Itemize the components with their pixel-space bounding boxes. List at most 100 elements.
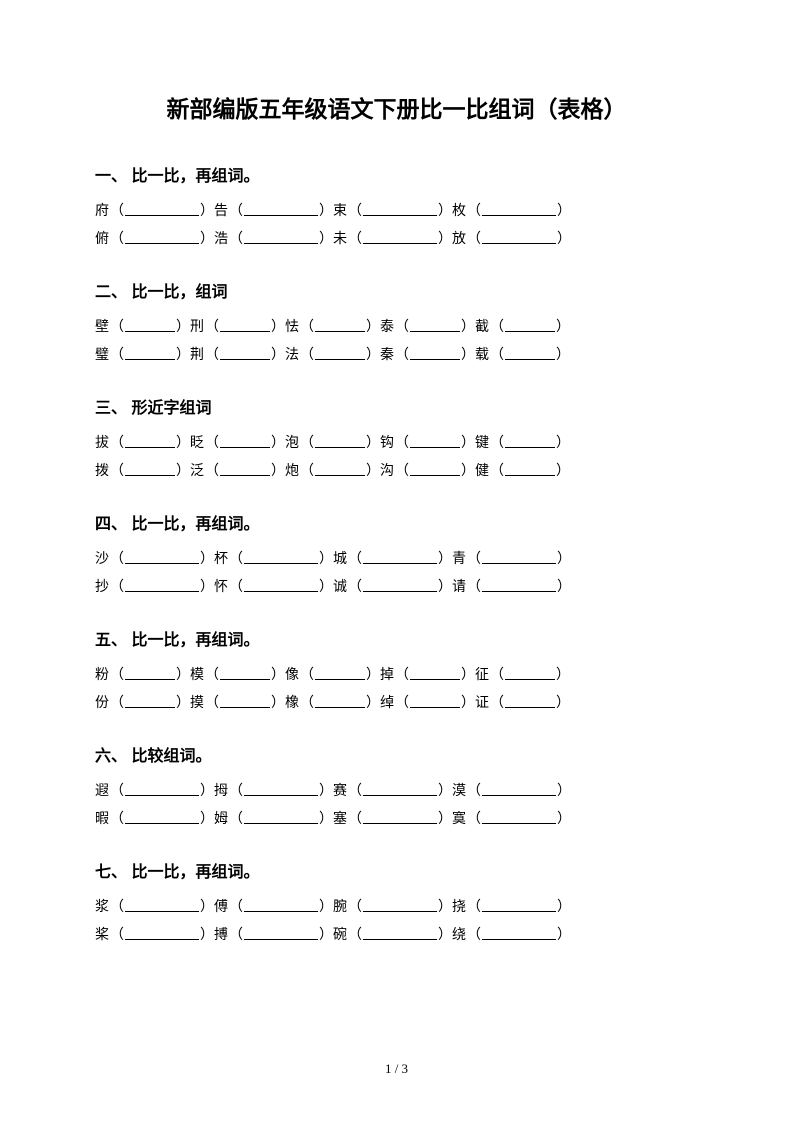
blank-field[interactable] xyxy=(220,462,270,476)
paren-close: ） xyxy=(200,580,214,595)
blank-field[interactable] xyxy=(315,318,365,332)
blank-field[interactable] xyxy=(363,898,437,912)
paren-open: （ xyxy=(395,464,409,479)
paren-close: ） xyxy=(319,784,333,799)
blank-field[interactable] xyxy=(125,694,175,708)
blank-field[interactable] xyxy=(482,810,556,824)
paren-open: （ xyxy=(348,812,362,827)
blank-field[interactable] xyxy=(410,666,460,680)
blank-field[interactable] xyxy=(410,434,460,448)
blank-field[interactable] xyxy=(482,782,556,796)
blank-field[interactable] xyxy=(505,462,555,476)
paren-open: （ xyxy=(229,580,243,595)
blank-field[interactable] xyxy=(363,550,437,564)
blank-field[interactable] xyxy=(315,694,365,708)
paren-close: ） xyxy=(556,436,570,451)
paren-close: ） xyxy=(438,784,452,799)
blank-field[interactable] xyxy=(315,434,365,448)
blank-field[interactable] xyxy=(315,346,365,360)
blank-field[interactable] xyxy=(125,346,175,360)
paren-open: （ xyxy=(110,436,124,451)
paren-open: （ xyxy=(490,436,504,451)
blank-field[interactable] xyxy=(482,550,556,564)
blank-field[interactable] xyxy=(505,434,555,448)
section: 五、 比一比，再组词。粉（）模（）像（）掉（）征（）份（）摸（）橡（）绰（）证（… xyxy=(95,626,698,718)
paren-open: （ xyxy=(348,232,362,247)
blank-field[interactable] xyxy=(363,782,437,796)
paren-close: ） xyxy=(200,784,214,799)
character: 证 xyxy=(475,696,490,711)
paren-close: ） xyxy=(557,580,571,595)
blank-field[interactable] xyxy=(244,926,318,940)
blank-field[interactable] xyxy=(410,318,460,332)
character: 秦 xyxy=(380,348,395,363)
blank-field[interactable] xyxy=(244,782,318,796)
blank-field[interactable] xyxy=(125,782,199,796)
blank-field[interactable] xyxy=(315,462,365,476)
blank-field[interactable] xyxy=(505,666,555,680)
paren-close: ） xyxy=(557,204,571,219)
blank-field[interactable] xyxy=(244,202,318,216)
blank-field[interactable] xyxy=(220,666,270,680)
blank-field[interactable] xyxy=(125,926,199,940)
blank-field[interactable] xyxy=(505,694,555,708)
blank-field[interactable] xyxy=(125,230,199,244)
character: 束 xyxy=(333,204,348,219)
paren-close: ） xyxy=(557,232,571,247)
paren-open: （ xyxy=(110,668,124,683)
blank-field[interactable] xyxy=(363,578,437,592)
blank-field[interactable] xyxy=(125,810,199,824)
paren-open: （ xyxy=(205,696,219,711)
character: 沙 xyxy=(95,552,110,567)
blank-field[interactable] xyxy=(505,318,555,332)
blank-field[interactable] xyxy=(482,230,556,244)
blank-field[interactable] xyxy=(315,666,365,680)
blank-field[interactable] xyxy=(125,578,199,592)
blank-field[interactable] xyxy=(244,578,318,592)
blank-field[interactable] xyxy=(125,434,175,448)
paren-open: （ xyxy=(110,928,124,943)
blank-field[interactable] xyxy=(482,578,556,592)
blank-field[interactable] xyxy=(410,346,460,360)
blank-field[interactable] xyxy=(125,666,175,680)
blank-field[interactable] xyxy=(244,810,318,824)
blank-field[interactable] xyxy=(244,898,318,912)
blank-field[interactable] xyxy=(363,926,437,940)
section-header: 一、 比一比，再组词。 xyxy=(95,162,698,186)
blank-field[interactable] xyxy=(220,434,270,448)
character: 挠 xyxy=(452,900,467,915)
paren-open: （ xyxy=(110,580,124,595)
paren-open: （ xyxy=(395,668,409,683)
blank-field[interactable] xyxy=(410,462,460,476)
character: 腕 xyxy=(333,900,348,915)
blank-field[interactable] xyxy=(482,898,556,912)
blank-field[interactable] xyxy=(482,202,556,216)
paren-close: ） xyxy=(271,348,285,363)
blank-field[interactable] xyxy=(125,462,175,476)
paren-open: （ xyxy=(205,320,219,335)
section: 四、 比一比，再组词。沙（）杯（）城（）青（）抄（）怀（）诚（）请（） xyxy=(95,510,698,602)
blank-field[interactable] xyxy=(244,230,318,244)
blank-field[interactable] xyxy=(125,318,175,332)
paren-close: ） xyxy=(461,320,475,335)
blank-field[interactable] xyxy=(482,926,556,940)
character: 炮 xyxy=(285,464,300,479)
blank-field[interactable] xyxy=(363,202,437,216)
blank-field[interactable] xyxy=(220,694,270,708)
blank-field[interactable] xyxy=(505,346,555,360)
paren-close: ） xyxy=(556,668,570,683)
blank-field[interactable] xyxy=(363,230,437,244)
blank-field[interactable] xyxy=(125,550,199,564)
section-header: 二、 比一比，组词 xyxy=(95,278,698,302)
paren-open: （ xyxy=(300,464,314,479)
blank-field[interactable] xyxy=(220,318,270,332)
section-header: 三、 形近字组词 xyxy=(95,394,698,418)
blank-field[interactable] xyxy=(244,550,318,564)
blank-field[interactable] xyxy=(125,898,199,912)
blank-field[interactable] xyxy=(125,202,199,216)
blank-field[interactable] xyxy=(220,346,270,360)
blank-field[interactable] xyxy=(410,694,460,708)
paren-open: （ xyxy=(490,668,504,683)
blank-field[interactable] xyxy=(363,810,437,824)
paren-open: （ xyxy=(205,436,219,451)
